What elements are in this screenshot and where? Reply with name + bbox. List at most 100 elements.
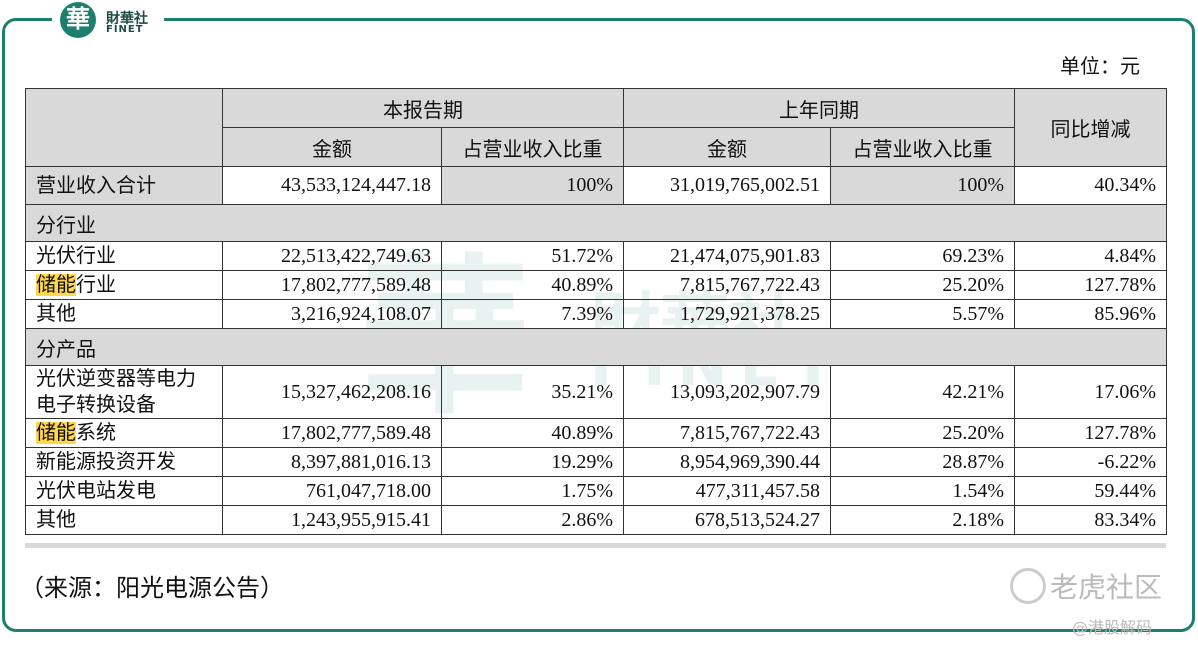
frame — [2, 18, 1195, 632]
cell: 40.89% — [441, 418, 624, 448]
logo-sub: FINET — [106, 24, 144, 35]
cell: 17,802,777,589.48 — [222, 418, 442, 448]
row-label: 光伏行业 — [25, 241, 223, 271]
row-label: 营业收入合计 — [25, 166, 223, 205]
label-text: 其他 — [36, 303, 76, 325]
cell: 3,216,924,108.07 — [222, 299, 442, 329]
subheader: 占营业收入比重 — [441, 127, 624, 167]
label-text: 光伏行业 — [36, 245, 116, 267]
cell: 8,397,881,016.13 — [222, 447, 442, 477]
cell: 17,802,777,589.48 — [222, 270, 442, 300]
label-text: 行业 — [76, 274, 116, 296]
cell: 761,047,718.00 — [222, 476, 442, 506]
logo-mark: 華 — [60, 2, 96, 38]
data-row: 其他 1,243,955,915.41 2.86% 678,513,524.27 2.1… — [25, 505, 1167, 535]
cell: 1,729,921,378.25 — [623, 299, 831, 329]
cell: 83.34% — [1014, 505, 1167, 535]
source-note: （来源：阳光电源公告） — [20, 576, 284, 602]
cell: 17.06% — [1014, 365, 1167, 419]
section-row: 分行业 — [25, 204, 1167, 242]
cell: 13,093,202,907.79 — [623, 365, 831, 419]
cell: 69.23% — [830, 241, 1015, 271]
subheader: 金额 — [623, 127, 831, 167]
cell: 1,243,955,915.41 — [222, 505, 442, 535]
label-text: 光伏电站发电 — [36, 480, 156, 502]
data-row: 光伏行业 22,513,422,749.63 51.72% 21,474,075,90… — [25, 241, 1167, 271]
cell: 43,533,124,447.18 — [222, 166, 442, 205]
header-yoy: 同比增减 — [1014, 88, 1167, 167]
cell: 1.75% — [441, 476, 624, 506]
data-row: 光伏逆变器等电力电子转换设备 15,327,462,208.16 35.21% 13,… — [25, 365, 1167, 419]
cell: 40.34% — [1014, 166, 1167, 205]
cell: 7.39% — [441, 299, 624, 329]
header-group: 本报告期 — [222, 88, 624, 128]
cell: 31,019,765,002.51 — [623, 166, 831, 205]
cell: 100% — [830, 166, 1015, 205]
cell: 15,327,462,208.16 — [222, 365, 442, 419]
row-label: 其他 — [25, 505, 223, 535]
watermark-brand: 老虎社区 — [1050, 571, 1163, 604]
header-corner — [25, 88, 223, 167]
cell: 25.20% — [830, 270, 1015, 300]
data-row: 其他 3,216,924,108.07 7.39% 1,729,921,378.25 5… — [25, 299, 1167, 329]
highlight-text: 储能 — [36, 274, 76, 296]
data-row: 新能源投资开发 8,397,881,016.13 19.29% 8,954,969,3… — [25, 447, 1167, 477]
row-label: 光伏逆变器等电力电子转换设备 — [25, 365, 223, 419]
table-bottom-strip — [25, 543, 1166, 548]
data-row: 营业收入合计 43,533,124,447.18 100% 31,019,765,00… — [25, 166, 1167, 205]
cell: 678,513,524.27 — [623, 505, 831, 535]
cell: 28.87% — [830, 447, 1015, 477]
cell: 21,474,075,901.83 — [623, 241, 831, 271]
highlight-text: 储能 — [36, 422, 76, 444]
cell: 477,311,457.58 — [623, 476, 831, 506]
cell: 2.18% — [830, 505, 1015, 535]
cell: 22,513,422,749.63 — [222, 241, 442, 271]
row-label: 储能行业 — [25, 270, 223, 300]
cell: 59.44% — [1014, 476, 1167, 506]
logo: 華 財華社 FINET — [52, 0, 164, 42]
data-row: 储能系统 17,802,777,589.48 40.89% 7,815,767,722… — [25, 418, 1167, 448]
data-row: 储能行业 17,802,777,589.48 40.89% 7,815,767,722… — [25, 270, 1167, 300]
cell: 25.20% — [830, 418, 1015, 448]
cell: 1.54% — [830, 476, 1015, 506]
cell: 127.78% — [1014, 418, 1167, 448]
cell: 85.96% — [1014, 299, 1167, 329]
row-label: 其他 — [25, 299, 223, 329]
label-text: 系统 — [76, 422, 116, 444]
label-text: 光伏逆变器等电力电子转换设备 — [36, 368, 196, 416]
section-label: 分行业 — [25, 204, 1167, 242]
section-row: 分产品 — [25, 328, 1167, 366]
cell: 7,815,767,722.43 — [623, 270, 831, 300]
cell: 42.21% — [830, 365, 1015, 419]
cell: 35.21% — [441, 365, 624, 419]
logo-name: 財華社 — [106, 11, 148, 27]
cell: -6.22% — [1014, 447, 1167, 477]
row-label: 新能源投资开发 — [25, 447, 223, 477]
cell: 4.84% — [1014, 241, 1167, 271]
unit-label: 单位：元 — [1060, 56, 1140, 78]
label-text: 其他 — [36, 509, 76, 531]
cell: 2.86% — [441, 505, 624, 535]
revenue-table: 本报告期 上年同期 同比增减 金额 占营业收入比重 金额 占营业收入比重 营业收入合计 43,5… — [25, 88, 1167, 535]
label-text: 营业收入合计 — [36, 174, 156, 197]
data-row: 光伏电站发电 761,047,718.00 1.75% 477,311,457.58 1… — [25, 476, 1167, 506]
header-group: 上年同期 — [623, 88, 1015, 128]
row-label: 光伏电站发电 — [25, 476, 223, 506]
cell: 40.89% — [441, 270, 624, 300]
label-text: 新能源投资开发 — [36, 451, 176, 473]
cell: 19.29% — [441, 447, 624, 477]
cell: 100% — [441, 166, 624, 205]
subheader: 占营业收入比重 — [830, 127, 1015, 167]
brand-icon — [1010, 568, 1046, 604]
subheader: 金额 — [222, 127, 442, 167]
cell: 127.78% — [1014, 270, 1167, 300]
cell: 51.72% — [441, 241, 624, 271]
header-row: 本报告期 上年同期 同比增减 — [25, 88, 1167, 167]
cell: 5.57% — [830, 299, 1015, 329]
row-label: 储能系统 — [25, 418, 223, 448]
cell: 8,954,969,390.44 — [623, 447, 831, 477]
section-label: 分产品 — [25, 328, 1167, 366]
subheader-row: 金额 占营业收入比重 金额 占营业收入比重 — [26, 127, 1167, 167]
cell: 7,815,767,722.43 — [623, 418, 831, 448]
